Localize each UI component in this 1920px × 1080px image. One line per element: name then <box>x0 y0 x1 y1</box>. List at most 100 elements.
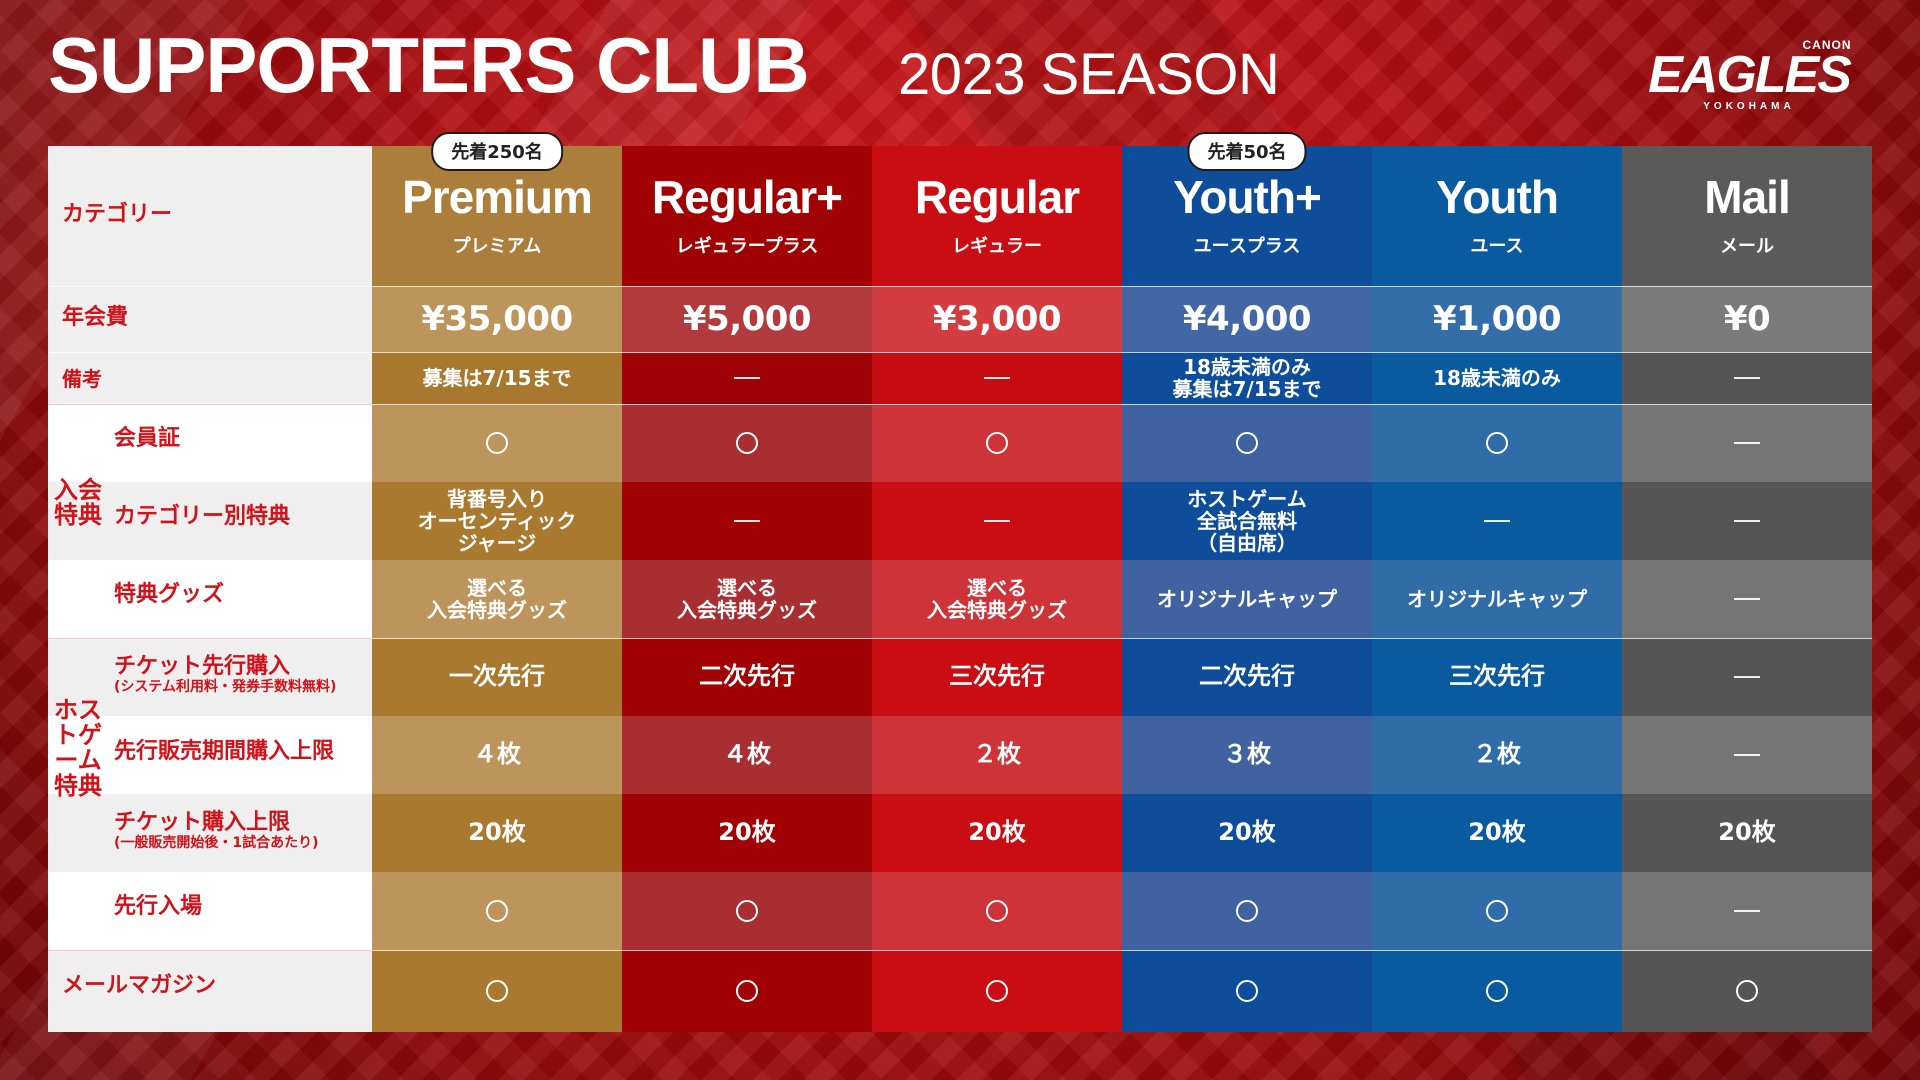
plan-cell-note: 18歳未満のみ <box>1372 352 1622 404</box>
plan-cell-category-benefit <box>622 482 872 560</box>
plan-cell-early-entry <box>872 872 1122 950</box>
early-entry-label-bg <box>48 872 372 950</box>
presale-limit-label: 先行販売期間購入上限 <box>114 739 335 764</box>
plan-cell-early-entry <box>1622 872 1872 950</box>
early-entry-label: 先行入場 <box>114 894 203 919</box>
ticket-limit-value: 20枚 <box>968 818 1026 847</box>
ticket-limit-note: (一般販売開始後・1試合あたり) <box>114 835 319 852</box>
plan-cell-category-benefit: ホストゲーム 全試合無料 （自由席） <box>1122 482 1372 560</box>
plan-cell-mail <box>372 950 622 1032</box>
plan-cell-goods <box>1622 560 1872 638</box>
note-value: 募集は7/15まで <box>422 366 572 390</box>
plan-cell-category-benefit <box>872 482 1122 560</box>
notes-label: 備考 <box>62 367 102 391</box>
plan-cell-early-entry <box>622 872 872 950</box>
category-header-cell <box>48 146 372 286</box>
mail-circle-icon <box>986 980 1008 1002</box>
early-entry-circle-icon <box>1236 900 1258 922</box>
note-value: 18歳未満のみ <box>1433 366 1561 390</box>
benefit-goods-label-bg <box>48 560 372 638</box>
plan-cell-preorder: 二次先行 <box>622 638 872 716</box>
plan-name: Regular <box>914 171 1080 223</box>
ticket-preorder-main: チケット先行購入 <box>114 654 291 679</box>
ticket-preorder-note: (システム利用料・発券手数料無料) <box>114 679 337 696</box>
plan-name: Youth <box>1436 171 1559 223</box>
early-entry-circle-icon <box>1486 900 1508 922</box>
ticket-preorder-label: チケット先行購入 (システム利用料・発券手数料無料) <box>114 654 336 696</box>
plan-name-jp: レギュラープラス <box>675 236 819 257</box>
membership-card-circle-icon <box>736 432 758 454</box>
ticket-limit-value: 20枚 <box>1468 818 1526 847</box>
plan-cell-ticket-limit: 20枚 <box>622 794 872 872</box>
plan-cell-goods: 選べる 入会特典グッズ <box>372 560 622 638</box>
preorder-dash <box>1734 676 1760 678</box>
plan-cell-fee: ¥4,000 <box>1122 286 1372 352</box>
plan-name: Regular+ <box>651 171 843 223</box>
plan-cell-early-entry <box>372 872 622 950</box>
annual-fee-value: ¥5,000 <box>682 299 812 339</box>
plan-cell-membership-card <box>372 404 622 482</box>
plan-cell-category-benefit: 背番号入り オーセンティック ジャージ <box>372 482 622 560</box>
plan-cell-membership-card <box>1122 404 1372 482</box>
plan-cell-membership-card <box>1372 404 1622 482</box>
goods-value: オリジナルキャップ <box>1407 587 1587 611</box>
logo-brand: CANON <box>1802 38 1852 52</box>
plan-cell-presale-limit <box>1622 716 1872 794</box>
plan-cell-membership-card <box>872 404 1122 482</box>
plan-cell-ticket-limit: 20枚 <box>372 794 622 872</box>
note-value: 18歳未満のみ 募集は7/15まで <box>1172 355 1322 401</box>
plan-cell-presale-limit: ３枚 <box>1122 716 1372 794</box>
logo-name: EAGLES <box>1648 46 1852 104</box>
ticket-limit-label: チケット購入上限 (一般販売開始後・1試合あたり) <box>114 810 319 852</box>
plan-column-regular: Regular レギュラー ¥3,000 選べる 入会特典グッズ 三次先行 ２枚 20枚 <box>872 146 1122 1032</box>
plan-cell-mail <box>872 950 1122 1032</box>
membership-card-circle-icon <box>1486 432 1508 454</box>
eagles-logo: CANON EAGLES YOKOHAMA <box>1624 38 1874 114</box>
row-divider-5 <box>48 950 1872 951</box>
plan-cell-early-entry <box>1122 872 1372 950</box>
note-dash <box>984 377 1010 379</box>
plan-column-mail: Mail メール ¥0 20枚 <box>1622 146 1872 1032</box>
plan-cell-membership-card <box>622 404 872 482</box>
row-divider-1 <box>48 286 1872 287</box>
category-benefit-dash <box>1484 520 1510 522</box>
annual-fee-label-bg <box>48 286 372 352</box>
plan-cell-fee: ¥35,000 <box>372 286 622 352</box>
presale-limit-value: ２枚 <box>1473 740 1521 769</box>
mail-circle-icon <box>1736 980 1758 1002</box>
mail-magazine-label: メールマガジン <box>62 973 217 998</box>
mail-circle-icon <box>736 980 758 1002</box>
plan-cell-early-entry <box>1372 872 1622 950</box>
plan-column-youth: Youth ユース ¥1,000 18歳未満のみ オリジナルキャップ 三次先行 ２枚 20枚 <box>1372 146 1622 1032</box>
membership-card-dash <box>1734 442 1760 444</box>
page-title: SUPPORTERS CLUB <box>48 21 810 109</box>
presale-limit-value: ２枚 <box>973 740 1021 769</box>
limited-badge: 先着50名 <box>1187 132 1307 171</box>
plan-cell-mail <box>1622 950 1872 1032</box>
annual-fee-value: ¥35,000 <box>421 299 573 339</box>
category-benefit-value: 背番号入り オーセンティック ジャージ <box>417 487 577 555</box>
plan-cell-presale-limit: ４枚 <box>622 716 872 794</box>
annual-fee-label: 年会費 <box>62 305 129 330</box>
plan-cell-ticket-limit: 20枚 <box>1622 794 1872 872</box>
plan-header: Mail メール <box>1622 146 1872 286</box>
annual-fee-value: ¥0 <box>1723 299 1771 339</box>
row-divider-4 <box>48 638 1872 639</box>
annual-fee-value: ¥1,000 <box>1432 299 1562 339</box>
goods-value: オリジナルキャップ <box>1157 587 1337 611</box>
goods-value: 選べる 入会特典グッズ <box>427 576 567 622</box>
membership-comparison-table: カテゴリー 年会費 備考 入会特典 会員証 カテゴリー別特典 特典グッズ ホスト… <box>48 132 1872 1032</box>
category-benefit-dash <box>984 520 1010 522</box>
preorder-value: 一次先行 <box>449 662 545 691</box>
preorder-value: 三次先行 <box>949 662 1045 691</box>
season-label: 2023 SEASON <box>898 42 1280 107</box>
logo-city: YOKOHAMA <box>1703 100 1795 112</box>
plan-column-regular-plus: Regular+ レギュラープラス ¥5,000 選べる 入会特典グッズ二次先行 ４枚 20… <box>622 146 872 1032</box>
plan-cell-presale-limit: ２枚 <box>872 716 1122 794</box>
preorder-value: 三次先行 <box>1449 662 1545 691</box>
plan-cell-mail <box>622 950 872 1032</box>
presale-limit-value: ４枚 <box>473 740 521 769</box>
category-benefits-label-bg <box>48 482 372 560</box>
goods-value: 選べる 入会特典グッズ <box>677 576 817 622</box>
